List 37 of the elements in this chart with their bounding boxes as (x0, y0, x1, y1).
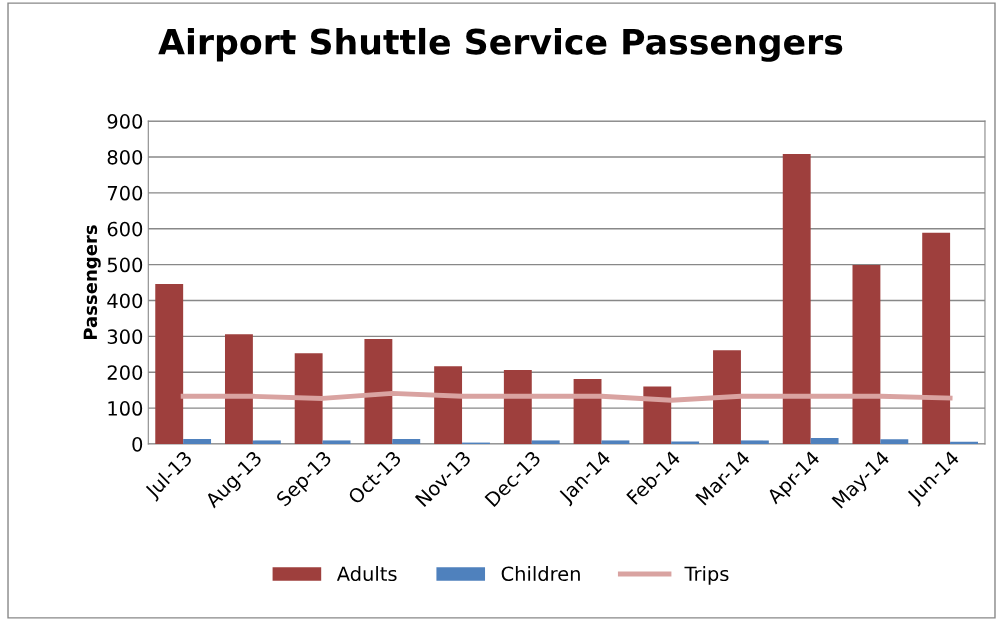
legend-label: Trips (684, 566, 729, 585)
bar (922, 232, 951, 445)
y-tick-label: 100 (108, 401, 143, 416)
bar (531, 440, 560, 445)
bar (880, 439, 909, 445)
bar (364, 338, 393, 445)
y-tick-label: 600 (107, 221, 143, 237)
bar (782, 154, 811, 445)
y-tick-label: 300 (107, 329, 143, 345)
y-axis-title: Passengers (83, 225, 101, 340)
bar (434, 366, 463, 445)
bar (740, 440, 769, 445)
y-tick-label: 200 (107, 365, 143, 380)
y-tick-label: 800 (107, 149, 143, 165)
bar (224, 334, 253, 445)
y-tick-label: 900 (107, 114, 143, 129)
bar (643, 386, 672, 445)
bar (252, 440, 281, 445)
y-tick-label: 0 (132, 436, 143, 452)
bar (950, 441, 978, 445)
bar (294, 353, 323, 445)
bar (601, 440, 630, 445)
legend-label: Children (501, 566, 580, 582)
bar (852, 264, 881, 445)
line-series (180, 390, 953, 403)
y-tick-label: 400 (107, 293, 143, 309)
legend-label: Adults (336, 566, 397, 582)
y-tick-label: 700 (107, 185, 143, 201)
bar (713, 350, 741, 445)
bar (392, 438, 421, 445)
y-tick-label: 500 (107, 257, 143, 273)
bar (183, 438, 212, 445)
bar (322, 440, 351, 445)
bar (155, 283, 184, 445)
chart-title: Airport Shuttle Service Passengers (158, 27, 843, 62)
bar (810, 437, 839, 445)
bar (503, 370, 532, 445)
